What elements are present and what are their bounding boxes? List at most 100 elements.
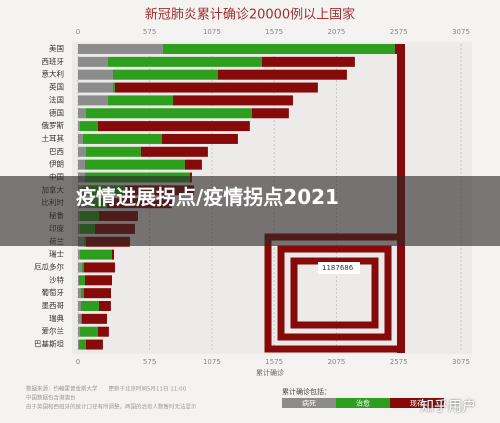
bar-segment [81,262,84,273]
bar-segment [112,69,218,80]
x-tick-label: 3075 [452,358,470,366]
bar-segment [161,133,238,144]
bar-segment [78,339,79,350]
bar-segment [173,95,293,106]
bar-segment [78,249,80,260]
watermark: 知乎用户 [420,399,476,415]
bar-segment [78,95,109,106]
bar-segment [80,313,82,324]
overlay-text: 疫情进展拐点/疫情拐点2021 [76,185,339,209]
bar-segment [78,339,86,350]
x-tick-label: 2075 [328,28,346,36]
bar-segment [78,56,109,67]
bar-segment [78,262,82,273]
bar-segment [79,121,98,132]
bar-segment [108,95,174,106]
bar-segment [83,262,115,273]
bar-segment [85,339,103,350]
y-tick-label: 巴基斯坦 [34,339,64,349]
y-tick-label: 伊朗 [49,159,64,169]
bar-segment [78,275,85,286]
annotation: 1187686 [322,264,354,272]
annotation-box [318,262,360,274]
legend-swatch [282,398,336,408]
y-tick-label: 葡萄牙 [42,287,65,297]
y-tick-label: 沙特 [49,274,64,284]
bar-segment [84,159,185,170]
bar-segment [78,159,85,170]
bar-segment [140,146,208,157]
x-axis-title: 累计确诊 [256,368,284,377]
bar-segment [98,301,111,311]
bar-segment [97,121,250,132]
x-tick-label: 575 [143,358,156,366]
x-tick-label: 1075 [203,28,221,36]
bar-segment [79,326,98,337]
note: 由于英国和西班牙的统计口径有所调整，两国的治愈人数暂时无法显示 [26,403,197,411]
bar-segment [78,82,113,93]
bar-segment [81,313,108,324]
y-tick-label: 巴西 [49,147,64,156]
legend-swatch [336,398,390,408]
bar-segment [78,69,113,80]
bar-segment [82,133,162,144]
y-tick-label: 英国 [49,82,64,92]
x-tick-label: 1075 [203,358,221,366]
bar-segment [78,44,163,54]
bar-segment [78,288,81,299]
x-tick-label: 3075 [452,28,470,36]
bar-segment [78,146,86,157]
overlay: 疫情进展拐点/疫情拐点2021 [0,176,500,246]
bar-segment [112,82,115,93]
bar-segment [78,108,86,119]
bar-segment [114,82,318,93]
legend-label: 现存 [410,399,424,408]
bar-segment [78,313,81,324]
bar-segment [251,108,289,119]
x-tick-label: 1575 [265,28,283,36]
y-tick-label: 德国 [49,107,64,117]
bar-segment [112,249,114,260]
y-tick-label: 墨西哥 [42,301,65,310]
y-tick-label: 厄瓜多尔 [34,261,64,271]
legend-swatch [390,398,444,408]
bar-segment [261,56,355,67]
x-tick-label: 575 [143,28,156,36]
y-tick-label: 瑞士 [49,249,64,259]
bar-segment [85,146,141,157]
y-tick-label: 法国 [49,94,64,104]
bar-segment [78,275,79,286]
x-tick-label: 1575 [265,358,283,366]
y-tick-label: 瑞典 [49,313,64,323]
bar-segment [80,288,84,299]
bar-segment [84,275,113,286]
bar-segment [83,288,112,299]
legend-label: 病死 [302,399,316,408]
y-tick-label: 俄罗斯 [42,120,65,130]
bar-segment [79,249,113,260]
bar-segment [78,133,83,144]
bar-segment [184,159,202,170]
x-tick-label: 0 [76,358,80,366]
bar-segment [80,301,99,311]
bar-segment [78,121,80,132]
legend-title: 累计确诊包括： [282,387,331,396]
bar-segment [85,108,252,119]
bar-segment [162,44,395,54]
y-tick-label: 美国 [49,43,64,53]
bar-segment [108,56,262,67]
chart-title: 新冠肺炎累计确诊20000例以上国家 [145,7,355,23]
y-tick-label: 西班牙 [42,56,65,66]
x-tick-label: 2075 [328,358,346,366]
y-tick-label: 土耳其 [42,133,65,143]
legend-label: 治愈 [356,399,370,408]
x-tick-label: 2575 [390,28,408,36]
bar-segment [78,301,81,311]
bar-segment [97,326,109,337]
note: 数据来源：约翰霍普金斯大学 更新于北京时间5月11日 11:00 [26,385,187,393]
note: 中国数据包含港澳台 [26,394,76,402]
bar-segment [217,69,347,80]
bar-segment [78,326,80,337]
y-tick-label: 意大利 [42,69,65,79]
